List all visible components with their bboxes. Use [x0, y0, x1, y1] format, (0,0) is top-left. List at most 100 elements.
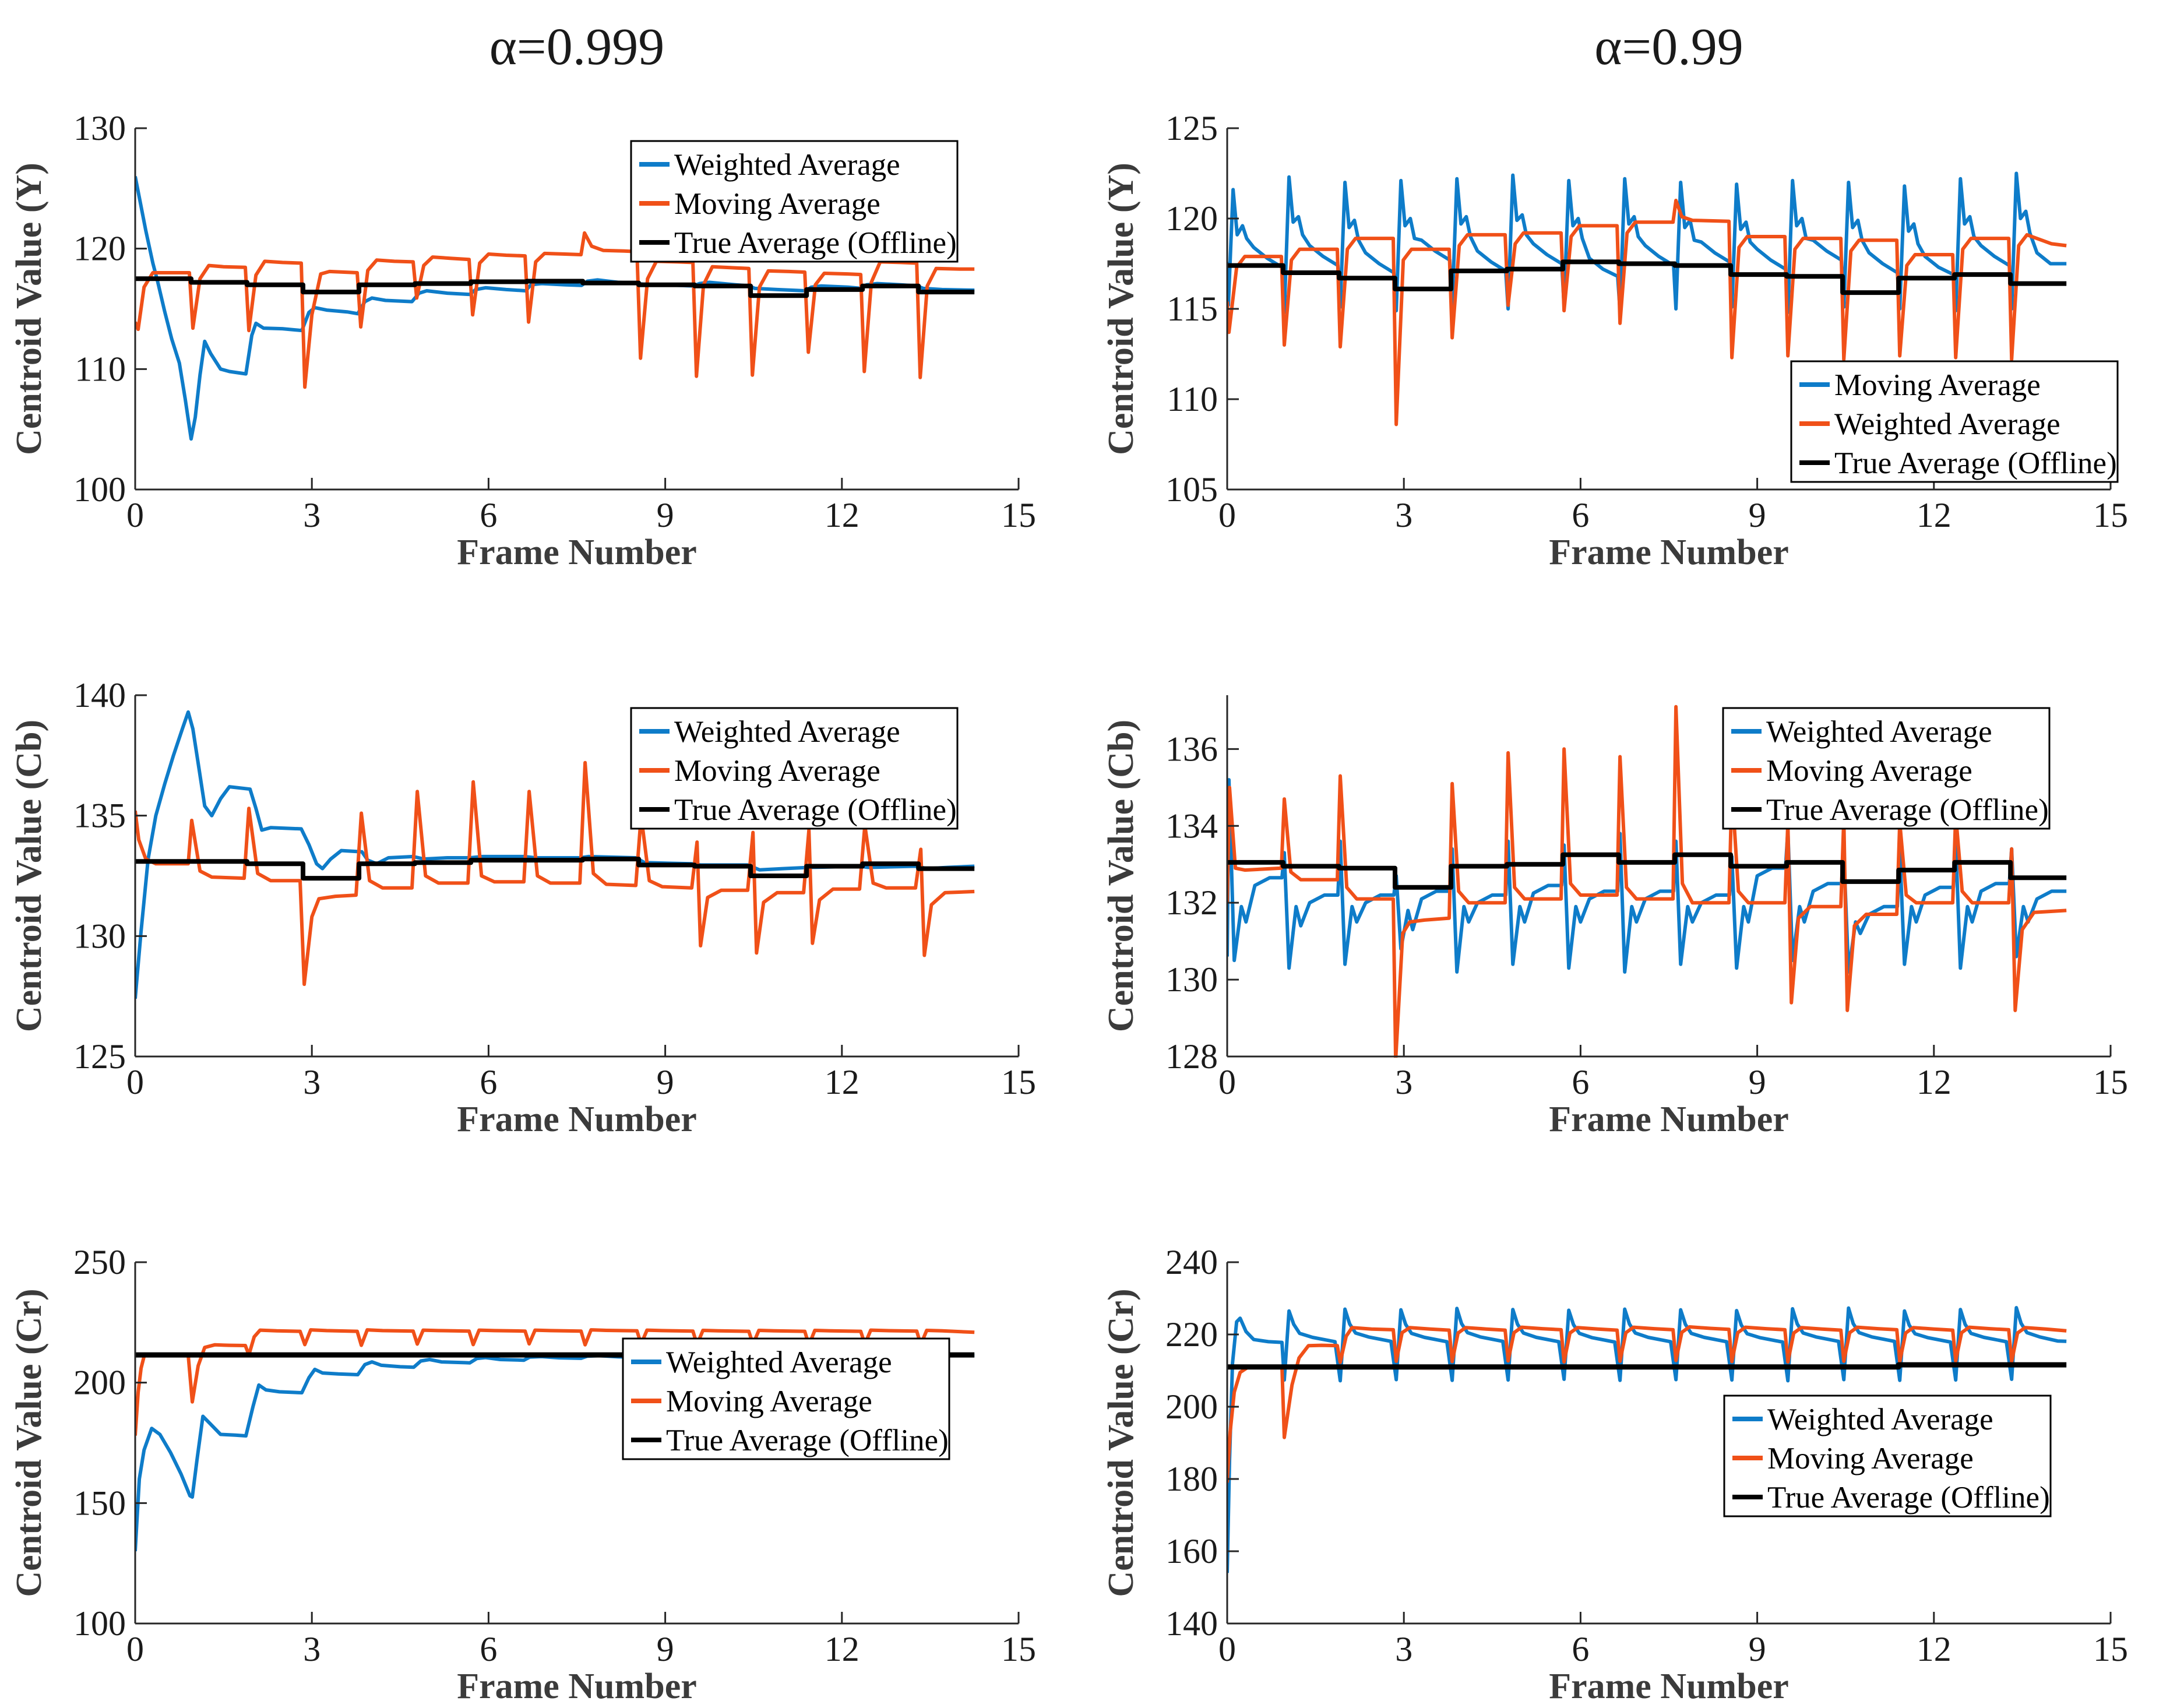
- chart-title: α=0.99: [1594, 18, 1743, 76]
- x-tick-label: 0: [126, 1630, 144, 1668]
- series-line-weighted-average: [1227, 199, 2067, 427]
- x-tick-label: 12: [825, 1063, 859, 1101]
- legend-box: [622, 1337, 950, 1460]
- x-tick-label: 15: [2093, 1630, 2128, 1668]
- series-line-true-average-offline-: [1227, 1362, 2067, 1370]
- y-tick-label: 100: [73, 1604, 126, 1643]
- x-tick-label: 15: [2093, 496, 2128, 534]
- y-tick-label: 200: [73, 1364, 126, 1402]
- x-tick-label: 0: [1218, 1063, 1236, 1101]
- y-axis-label: Centroid Value (Y): [9, 163, 49, 455]
- x-tick-label: 15: [1001, 496, 1036, 534]
- axes: 0 3 6 9 12 15 100 110 120 130: [73, 109, 1036, 534]
- y-tick-label: 160: [1165, 1532, 1218, 1570]
- x-tick-label: 0: [1218, 1630, 1236, 1668]
- axes: 0 3 6 9 12 15 140 160 180 200 220 240: [1165, 1243, 2128, 1668]
- x-axis-label: Frame Number: [1549, 1100, 1788, 1139]
- legend-label: Weighted Average: [1834, 407, 2060, 441]
- y-tick-label: 150: [73, 1484, 126, 1522]
- chart-cb-a099: 0 3 6 9 12 15 128 130 132 134 136 Frame Number Centr…: [1101, 695, 2128, 1139]
- legend: Weighted Average Moving Average True Avera…: [630, 140, 959, 263]
- x-tick-label: 12: [1917, 496, 1951, 534]
- x-tick-label: 0: [126, 1063, 144, 1101]
- x-tick-label: 0: [126, 496, 144, 534]
- y-tick-label: 180: [1165, 1460, 1218, 1498]
- series-line-true-average-offline-: [135, 276, 975, 298]
- x-axis-label: Frame Number: [457, 533, 696, 572]
- legend-label: True Average (Offline): [1766, 793, 2049, 827]
- legend-label: Weighted Average: [666, 1346, 892, 1379]
- legend-label: Weighted Average: [674, 715, 900, 749]
- legend-label: True Average (Offline): [666, 1424, 949, 1457]
- y-tick-label: 128: [1165, 1037, 1218, 1076]
- axes: 0 3 6 9 12 15 100 150 200 250: [73, 1243, 1036, 1668]
- chart-cr-a099: 0 3 6 9 12 15 140 160 180 200 220 240 Frame Number Ce…: [1101, 1243, 2128, 1701]
- legend: Weighted Average Moving Average True Avera…: [630, 707, 959, 830]
- chart-cell-y-a099: α=0.99 0 3 6 9 12 15 105 110 115 120 125 Frame Numbe…: [1092, 0, 2184, 572]
- x-tick-label: 3: [1395, 496, 1412, 534]
- legend-label: True Average (Offline): [1834, 446, 2117, 480]
- series-group: [1227, 705, 2067, 1058]
- chart-cell-cr-a0999: 0 3 6 9 12 15 100 150 200 250 Frame Number Centroid…: [0, 1134, 1092, 1701]
- legend-box: [630, 140, 959, 263]
- y-tick-label: 130: [73, 917, 126, 955]
- x-tick-label: 6: [1572, 496, 1589, 534]
- x-tick-label: 9: [657, 496, 674, 534]
- x-tick-label: 6: [480, 1630, 497, 1668]
- x-tick-label: 12: [825, 1630, 859, 1668]
- x-tick-label: 6: [480, 496, 497, 534]
- y-tick-label: 220: [1165, 1315, 1218, 1354]
- x-tick-label: 12: [1917, 1063, 1951, 1101]
- series-group: [1227, 171, 2067, 427]
- y-tick-label: 110: [75, 350, 126, 388]
- series-line-moving-average: [135, 760, 975, 986]
- legend-label: True Average (Offline): [674, 793, 957, 827]
- series-group: [135, 710, 975, 999]
- y-tick-label: 134: [1165, 807, 1218, 845]
- x-tick-label: 9: [1749, 496, 1766, 534]
- y-tick-label: 130: [1165, 960, 1218, 999]
- x-tick-label: 12: [825, 496, 859, 534]
- series-line-moving-average: [1227, 705, 2067, 1058]
- x-tick-label: 6: [480, 1063, 497, 1101]
- series-line-true-average-offline-: [1227, 259, 2067, 295]
- legend-box: [1723, 1394, 2052, 1517]
- y-tick-label: 100: [73, 470, 126, 509]
- legend-box: [1722, 707, 2051, 830]
- x-tick-label: 3: [1395, 1063, 1412, 1101]
- legend: Moving Average Weighted Average True Avera…: [1790, 360, 2119, 483]
- y-tick-label: 240: [1165, 1243, 1218, 1281]
- y-tick-label: 125: [73, 1037, 126, 1076]
- legend-label: Moving Average: [1834, 368, 2041, 402]
- legend-label: Moving Average: [674, 187, 880, 221]
- x-tick-label: 12: [1917, 1630, 1951, 1668]
- legend-box: [1790, 360, 2119, 483]
- legend-label: Weighted Average: [1767, 1403, 1993, 1436]
- y-tick-label: 125: [1165, 109, 1218, 147]
- series-line-moving-average: [1227, 1325, 2067, 1483]
- y-tick-label: 135: [73, 797, 126, 835]
- legend-label: Weighted Average: [674, 148, 900, 182]
- x-tick-label: 9: [1749, 1063, 1766, 1101]
- series-line-true-average-offline-: [1227, 852, 2067, 890]
- y-tick-label: 200: [1165, 1387, 1218, 1426]
- legend: Weighted Average Moving Average True Avera…: [1723, 1394, 2052, 1517]
- series-line-weighted-average: [135, 176, 975, 441]
- axes: 0 3 6 9 12 15 128 130 132 134 136: [1165, 695, 2128, 1101]
- y-axis-label: Centroid Value (Cr): [9, 1288, 49, 1597]
- x-tick-label: 3: [303, 1063, 320, 1101]
- x-axis-label: Frame Number: [1549, 533, 1788, 572]
- series-line-moving-average: [1227, 171, 2067, 315]
- legend-label: Moving Average: [1766, 754, 1972, 788]
- y-tick-label: 132: [1165, 883, 1218, 922]
- legend-label: True Average (Offline): [674, 226, 957, 260]
- legend-label: True Average (Offline): [1767, 1481, 2050, 1515]
- y-axis-label: Centroid Value (Cb): [1101, 720, 1141, 1032]
- x-axis-label: Frame Number: [457, 1667, 696, 1701]
- y-tick-label: 110: [1167, 380, 1218, 418]
- x-tick-label: 9: [657, 1630, 674, 1668]
- legend: Weighted Average Moving Average True Avera…: [1722, 707, 2051, 830]
- y-tick-label: 115: [1167, 290, 1218, 328]
- chart-cell-cb-a0999: 0 3 6 9 12 15 125 130 135 140 Frame Number Centroid…: [0, 567, 1092, 1139]
